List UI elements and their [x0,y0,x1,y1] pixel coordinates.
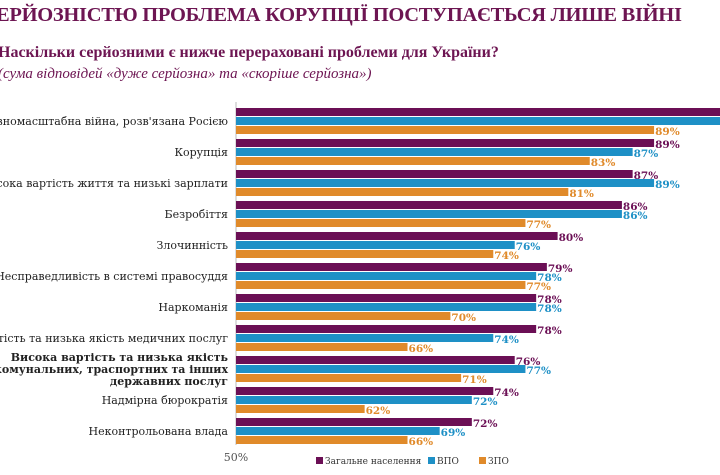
data-label: 77% [526,365,551,377]
data-label: 87% [634,148,659,160]
bar-idp [236,210,622,218]
bar-idp [236,334,494,342]
bar-general [236,294,537,302]
data-label: 78% [537,303,562,315]
data-label: 77% [526,281,551,293]
bar-general [236,108,720,116]
category-label: Безробіття [164,208,228,221]
data-label: 89% [655,179,680,191]
page-title: ЕРЙОЗНІСТЮ ПРОБЛЕМА КОРУПЦІЇ ПОСТУПАЄТЬС… [0,4,682,26]
legend-swatch [316,457,323,464]
bar-zpo [236,281,526,289]
category-label: Висока вартість та низька якість медични… [0,332,228,345]
category-label: Наркоманія [158,301,228,314]
bar-general [236,387,494,395]
data-label: 74% [494,250,519,262]
data-label: 69% [441,427,466,439]
bar-zpo [236,219,526,227]
bar-general [236,356,515,364]
data-label: 66% [409,436,434,448]
data-label: 74% [494,334,519,346]
bar-idp [236,365,526,373]
bar-idp [236,396,472,404]
data-label: 70% [451,312,476,324]
data-label: 79% [548,263,573,275]
bar-idp [236,303,537,311]
bar-general [236,170,633,178]
category-label: Корупція [174,146,228,159]
bar-zpo [236,188,569,196]
category-label: Злочинність [157,239,228,252]
legend-label: ЗПО [488,457,509,467]
data-label: 77% [526,219,551,231]
bar-zpo [236,436,408,444]
bar-general [236,201,622,209]
bar-zpo [236,343,408,351]
bar-general [236,418,472,426]
data-label: 80% [559,232,584,244]
chart-question: Наскільки серйозними є нижче перерахован… [0,44,499,61]
data-label: 72% [473,418,498,430]
category-label: Несправедливість в системі правосуддя [0,270,228,283]
data-label: 78% [537,294,562,306]
bar-idp [236,117,720,125]
data-label: 72% [473,396,498,408]
data-label: 86% [623,210,648,222]
data-label: 66% [409,343,434,355]
data-label: 89% [655,139,680,151]
legend-label: ВПО [437,457,459,467]
data-label: 78% [537,325,562,337]
bar-idp [236,272,537,280]
data-label: 78% [537,272,562,284]
data-label: 89% [655,126,680,138]
bar-idp [236,241,515,249]
legend-label: Загальне населення [325,457,422,467]
data-label: 86% [623,201,648,213]
category-label: Повномасштабна війна, розв'язана Росією [0,115,228,128]
bar-general [236,325,537,333]
bar-idp [236,427,440,435]
category-label: Висока вартість та низька якість [11,351,229,364]
category-label: державних послуг [110,375,228,388]
category-label: Неконтрольована влада [89,425,229,438]
data-label: 74% [494,387,519,399]
bar-zpo [236,250,494,258]
chart-subtitle: (сума відповідей «дуже серйозна» та «ско… [0,66,372,82]
bar-idp [236,148,633,156]
bar-zpo [236,374,462,382]
data-label: 71% [462,374,487,386]
bar-zpo [236,312,451,320]
category-label: житлово-комунальних, траспортних та інши… [0,363,228,376]
bar-general [236,263,547,271]
legend-swatch [479,457,486,464]
bar-general [236,232,558,240]
data-label: 83% [591,157,616,169]
bar-zpo [236,405,365,413]
bar-general [236,139,655,147]
category-label: Висока вартість життя та низькі зарплати [0,177,228,190]
bar-zpo [236,126,655,134]
category-label: Надмірна бюрократія [102,394,228,407]
bar-idp [236,179,655,187]
bar-zpo [236,157,590,165]
legend-swatch [428,457,435,464]
data-label: 81% [569,188,594,200]
x-tick-label: 50% [224,451,248,464]
data-label: 62% [366,405,391,417]
data-label: 76% [516,241,541,253]
